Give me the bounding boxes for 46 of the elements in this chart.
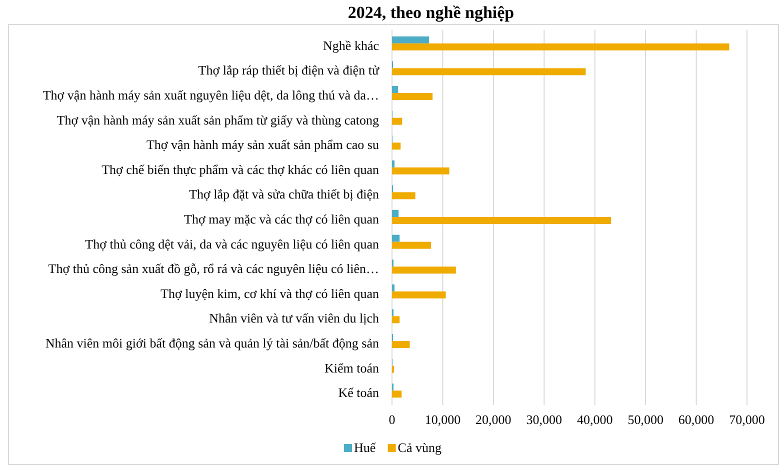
legend-label: Cả vùng	[398, 440, 442, 455]
y-tick-label: Kế toán	[338, 385, 380, 400]
y-tick-label: Thợ chế biến thực phẩm và các thợ khác có liên quan	[102, 162, 380, 177]
y-tick-label: Thợ vận hành máy sản xuất nguyên liệu dệt, da lông thú và da…	[42, 88, 379, 102]
y-tick-label: Nhân viên môi giới bất động sản và quản lý tài sản/bất động sản	[45, 336, 380, 350]
bar	[392, 341, 410, 348]
y-tick-label: Thợ may mặc và các thợ có liên quan	[184, 212, 380, 226]
bar	[392, 167, 450, 174]
bar	[392, 291, 446, 298]
y-tick-label: Thợ thủ công sản xuất đồ gỗ, rổ rá và các nguyên liệu có liên…	[48, 261, 379, 276]
y-tick-label: Thợ thủ công dệt vải, da và các nguyên liệu có liên quan	[85, 236, 380, 252]
bar	[392, 390, 402, 398]
y-tick-label: Thợ vận hành máy sản xuất sản phẩm từ giấy và thùng catong	[56, 112, 380, 128]
y-tick-label: Thợ lắp ráp thiết bị điện và điện tử	[198, 62, 380, 78]
bar	[392, 86, 398, 93]
x-tick-label: 30,000	[526, 412, 562, 427]
bar	[392, 217, 612, 224]
bar	[392, 142, 401, 150]
bar	[392, 266, 456, 274]
bar	[392, 210, 399, 217]
x-tick-label: 70,000	[729, 412, 765, 427]
y-tick-label: Nhân viên và tư vấn viên du lịch	[209, 310, 380, 326]
bar	[392, 43, 730, 50]
y-tick-label: Nghề khác	[323, 38, 380, 53]
y-tick-label: Thợ lắp đặt và sửa chữa thiết bị điện	[189, 186, 380, 202]
bar	[392, 68, 586, 76]
bar	[392, 284, 395, 292]
x-tick-label: 20,000	[476, 412, 512, 427]
bar	[392, 316, 400, 324]
chart-title: 2024, theo nghề nghiệp	[348, 3, 514, 22]
bar	[392, 118, 402, 125]
x-tick-label: 60,000	[678, 412, 714, 427]
y-tick-label: Thợ luyện kim, cơ khí và thợ có liên quan	[160, 286, 380, 301]
bar	[392, 242, 432, 249]
x-tick-label: 40,000	[576, 412, 613, 427]
x-tick-label: 0	[388, 412, 396, 427]
bar	[392, 160, 395, 168]
bar	[392, 234, 400, 242]
x-tick-label: 50,000	[628, 412, 664, 427]
bar	[392, 36, 430, 44]
bar	[392, 192, 416, 200]
bar	[392, 93, 433, 100]
legend-label: Huế	[354, 440, 377, 455]
y-tick-label: Kiểm toán	[324, 360, 380, 376]
x-tick-label: 10,000	[424, 412, 461, 427]
y-tick-label: Thợ vận hành máy sản xuất sản phẩm cao su	[146, 137, 380, 152]
